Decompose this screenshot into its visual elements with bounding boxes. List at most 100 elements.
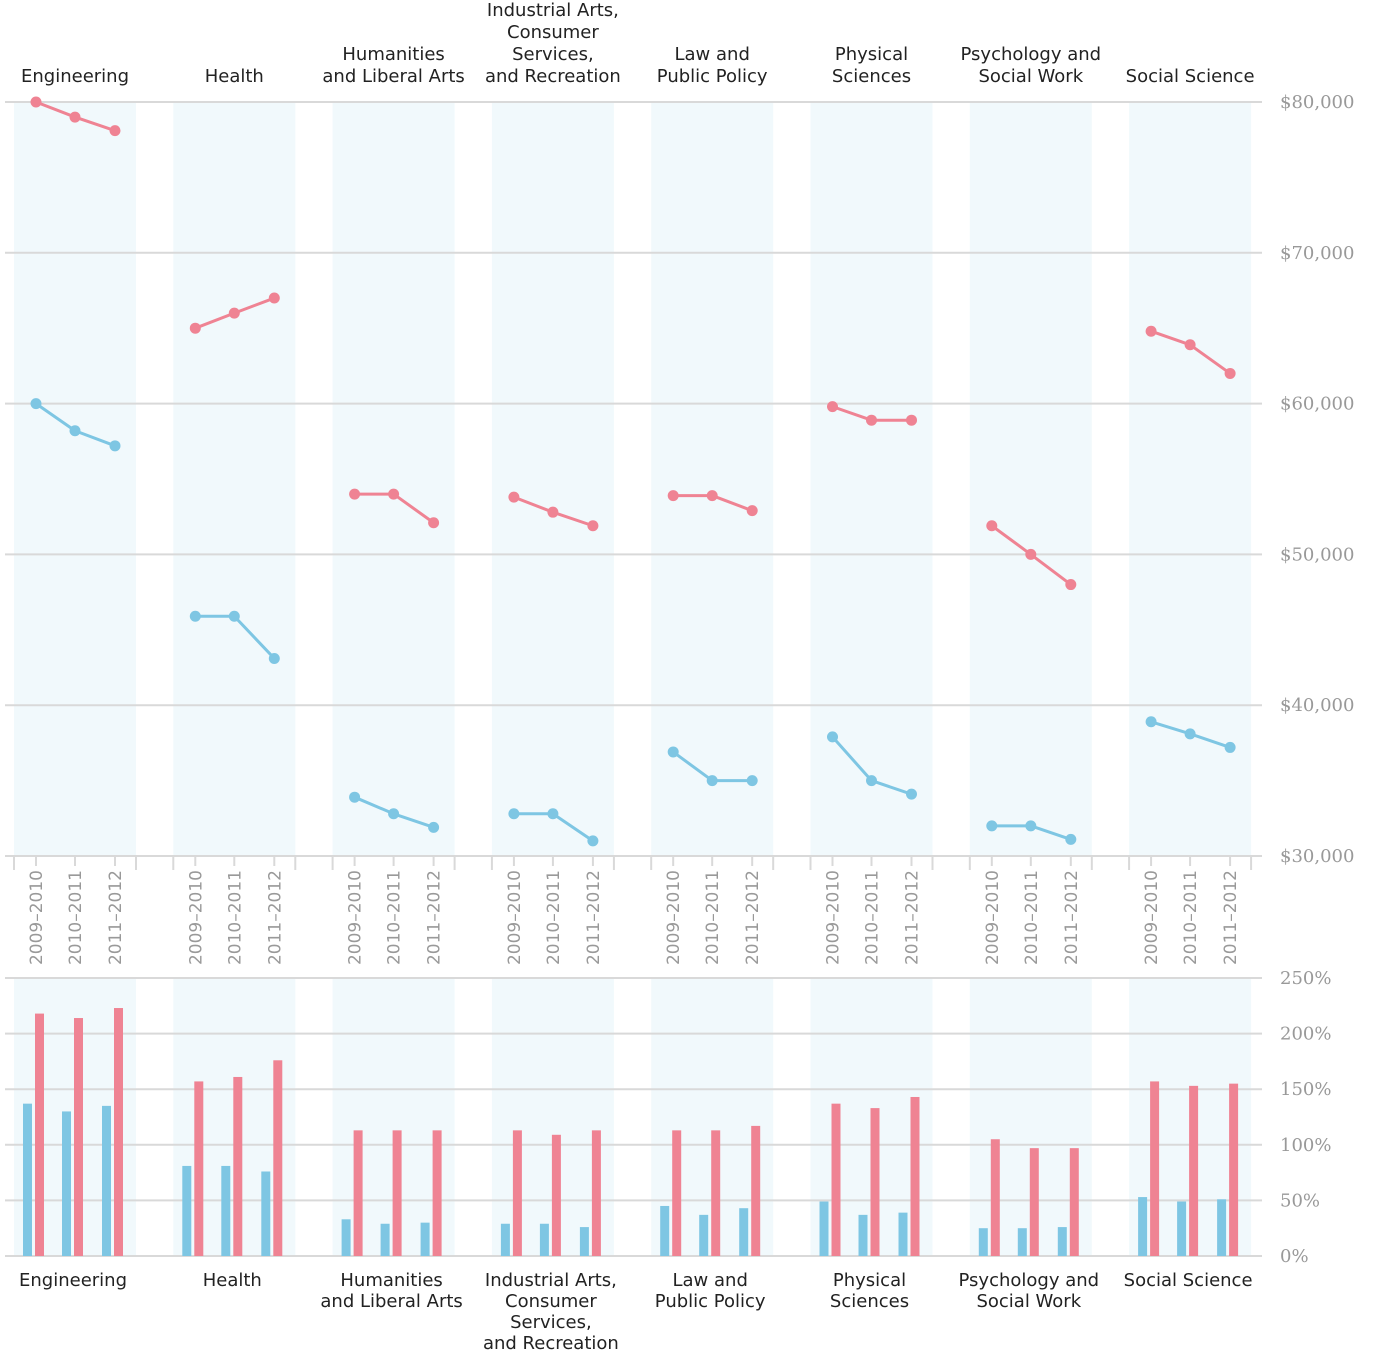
bar-blue bbox=[182, 1165, 192, 1256]
bottom-category-label-line: Psychology and bbox=[959, 1270, 1100, 1291]
data-point-red bbox=[667, 490, 679, 502]
bottom-category-label-line: Sciences bbox=[830, 1291, 909, 1312]
top-category-label-line: Health bbox=[205, 66, 264, 87]
bar-red bbox=[910, 1096, 920, 1256]
data-point-blue bbox=[1065, 833, 1077, 845]
grid-lines bbox=[5, 101, 1262, 1257]
data-point-blue bbox=[268, 652, 280, 664]
year-label: 2011–2012 bbox=[584, 870, 604, 965]
bar-blue bbox=[261, 1171, 271, 1256]
bottom-category-label-line: and Recreation bbox=[483, 1333, 619, 1354]
top-category-label-line: Services, bbox=[512, 44, 594, 65]
data-point-red bbox=[109, 125, 121, 137]
top-category-label-line: Sciences bbox=[832, 66, 911, 87]
bottom-category-label-line: Physical bbox=[833, 1270, 906, 1291]
bar-red bbox=[392, 1130, 402, 1256]
category-band-top bbox=[332, 102, 455, 856]
bar-blue bbox=[978, 1228, 988, 1256]
salary-tick-label: $60,000 bbox=[1280, 394, 1354, 415]
category-band-top bbox=[491, 102, 614, 856]
bar-red bbox=[1150, 1081, 1160, 1256]
bottom-category-label: Social Science bbox=[1124, 1270, 1253, 1291]
category-band-top bbox=[173, 102, 296, 856]
bar-blue bbox=[62, 1111, 71, 1256]
percent-tick-label: 50% bbox=[1280, 1190, 1320, 1211]
year-label: 2011–2012 bbox=[1221, 870, 1241, 965]
top-category-label: Law and Public Policy bbox=[657, 44, 768, 87]
category-band-top bbox=[651, 102, 774, 856]
bar-red bbox=[74, 1018, 83, 1256]
data-point-blue bbox=[587, 835, 599, 847]
data-point-blue bbox=[547, 808, 559, 820]
top-category-label-line: and Liberal Arts bbox=[322, 66, 464, 87]
bar-blue bbox=[1057, 1227, 1067, 1256]
bar-blue bbox=[221, 1165, 231, 1256]
data-point-blue bbox=[827, 731, 838, 743]
data-point-blue bbox=[706, 775, 718, 787]
bar-red bbox=[1229, 1083, 1239, 1256]
salary-tick-label: $50,000 bbox=[1280, 544, 1354, 565]
data-point-blue bbox=[69, 425, 81, 437]
percent-tick-label: 100% bbox=[1280, 1135, 1331, 1156]
top-category-label: Physical Sciences bbox=[832, 44, 911, 87]
top-category-label-line: Law and bbox=[675, 44, 750, 65]
bottom-category-label: Law and Public Policy bbox=[655, 1270, 766, 1312]
bottom-category-label-line: Engineering bbox=[19, 1270, 127, 1291]
year-label: 2010–2011 bbox=[66, 870, 86, 965]
bar-blue bbox=[1138, 1197, 1148, 1256]
data-point-red bbox=[30, 96, 42, 108]
bottom-category-label-line: Health bbox=[203, 1270, 262, 1291]
year-label: 2009–2010 bbox=[664, 870, 684, 965]
bar-red bbox=[672, 1130, 682, 1256]
category-band-top bbox=[969, 102, 1092, 856]
data-point-blue bbox=[1224, 741, 1236, 753]
bottom-category-label-line: Law and bbox=[673, 1270, 748, 1291]
data-point-blue bbox=[986, 820, 998, 832]
bottom-category-labels: Engineering Health Humanities and Liberal A… bbox=[19, 1270, 1253, 1354]
bar-red bbox=[870, 1108, 880, 1256]
data-point-blue bbox=[189, 610, 201, 622]
data-point-red bbox=[1145, 325, 1157, 337]
bottom-category-label: Humanities and Liberal Arts bbox=[320, 1270, 462, 1312]
bar-red bbox=[1189, 1085, 1199, 1256]
data-point-red bbox=[706, 490, 718, 502]
year-label: 2009–2010 bbox=[346, 870, 366, 965]
data-point-blue bbox=[746, 775, 758, 787]
bar-blue bbox=[660, 1205, 670, 1256]
bar-blue bbox=[1017, 1228, 1027, 1256]
bar-red bbox=[751, 1125, 761, 1256]
bottom-category-label-line: Services, bbox=[510, 1312, 592, 1333]
bar-red bbox=[551, 1134, 561, 1256]
bar-red bbox=[194, 1081, 204, 1256]
top-category-label-line: Humanities bbox=[342, 44, 444, 65]
top-category-label: Engineering bbox=[21, 66, 129, 87]
bottom-category-label: Psychology and Social Work bbox=[959, 1270, 1100, 1312]
data-point-red bbox=[268, 292, 280, 304]
data-point-red bbox=[228, 307, 240, 319]
data-point-red bbox=[1025, 548, 1037, 560]
data-point-red bbox=[587, 520, 599, 532]
bottom-category-label-line: Humanities bbox=[340, 1270, 442, 1291]
top-category-label-line: Public Policy bbox=[657, 66, 768, 87]
salary-tick-label: $40,000 bbox=[1280, 695, 1354, 716]
bar-blue bbox=[819, 1201, 829, 1256]
data-point-blue bbox=[30, 398, 42, 410]
bar-blue bbox=[739, 1208, 749, 1256]
year-label: 2010–2011 bbox=[225, 870, 245, 965]
bottom-category-label: Health bbox=[203, 1270, 262, 1291]
top-category-labels: Engineering Health Humanities and Liberal A… bbox=[21, 0, 1255, 87]
percent-tick-label: 0% bbox=[1280, 1246, 1309, 1267]
salary-tick-label: $30,000 bbox=[1280, 846, 1354, 867]
year-label: 2009–2010 bbox=[824, 870, 844, 965]
top-category-label: Psychology and Social Work bbox=[961, 44, 1102, 87]
bar-series bbox=[23, 1008, 1239, 1256]
data-point-red bbox=[986, 520, 998, 532]
year-label: 2009–2010 bbox=[186, 870, 206, 965]
bottom-category-label-line: and Liberal Arts bbox=[320, 1291, 462, 1312]
bar-red bbox=[1069, 1148, 1079, 1256]
year-label: 2010–2011 bbox=[385, 870, 405, 965]
year-label: 2010–2011 bbox=[1022, 870, 1042, 965]
data-point-blue bbox=[228, 610, 240, 622]
data-point-blue bbox=[428, 821, 440, 833]
bottom-category-label-line: Social Work bbox=[976, 1291, 1081, 1312]
